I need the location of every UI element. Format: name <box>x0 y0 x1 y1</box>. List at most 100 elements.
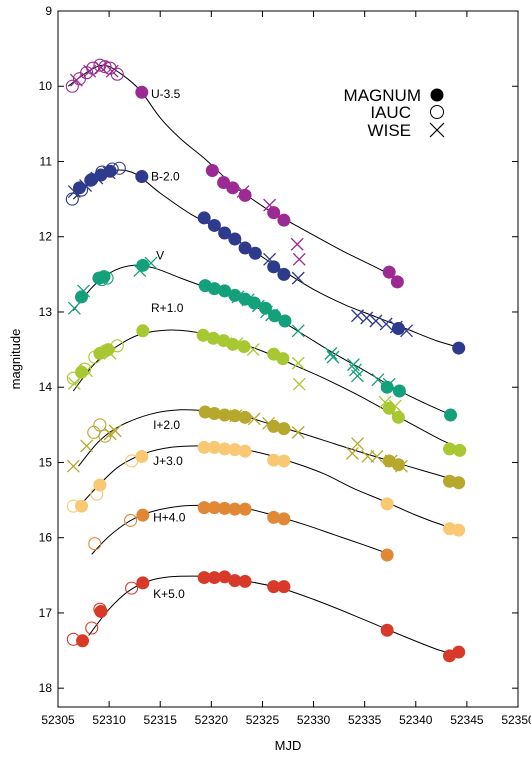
magnum-point <box>277 422 291 436</box>
magnum-point <box>277 267 291 281</box>
magnum-point <box>453 443 467 457</box>
magnum-point <box>136 324 150 338</box>
wise-point <box>292 252 306 266</box>
magnum-point <box>443 442 457 456</box>
magnum-point <box>452 523 466 537</box>
iauc-point <box>110 67 124 81</box>
wise-point <box>351 369 364 383</box>
magnum-point <box>205 164 219 178</box>
magnum-point <box>135 85 149 99</box>
iauc-point <box>85 621 99 635</box>
y-tick-label: 9 <box>45 4 52 18</box>
magnum-point <box>135 449 149 463</box>
y-tick-label: 14 <box>39 380 53 394</box>
magnum-point <box>238 444 252 458</box>
y-tick-label: 15 <box>39 455 53 469</box>
magnum-point <box>84 173 98 187</box>
magnum-point <box>103 164 117 178</box>
y-tick-label: 17 <box>39 606 53 620</box>
y-tick-label: 10 <box>39 79 53 93</box>
magnum-point <box>276 352 290 366</box>
wise-point-stroke <box>378 395 392 409</box>
magnum-point <box>259 301 273 315</box>
magnum-point <box>75 290 89 304</box>
magnum-point <box>277 512 291 526</box>
band-labels: U-3.5 B-2.0 V R+1.0 I+2.0 J+3.0 H+4.0 K+5.0 <box>151 87 186 601</box>
wise-point-stroke <box>69 73 83 87</box>
magnum-point <box>226 181 240 195</box>
wise-point-stroke <box>360 311 374 325</box>
magnum-point <box>391 410 405 424</box>
magnum-point <box>228 443 242 457</box>
wise-point-stroke <box>291 271 305 285</box>
magnum-point <box>228 288 242 302</box>
wise-point <box>360 311 374 325</box>
magnum-point <box>267 206 281 220</box>
wise-point <box>351 309 364 323</box>
magnum-point <box>238 502 252 516</box>
legend-label-magnum: MAGNUM <box>344 86 421 105</box>
plot-frame <box>57 10 519 708</box>
magnum-point <box>452 341 466 355</box>
wise-point <box>291 324 305 338</box>
x-tick-label: 52345 <box>450 713 484 727</box>
magnum-point <box>97 270 111 284</box>
wise-point <box>66 459 80 473</box>
iauc-point <box>65 79 79 93</box>
magnum-point <box>226 337 240 351</box>
wise-point-stroke <box>346 358 360 372</box>
wise-point <box>379 317 393 331</box>
magnum-point <box>391 322 405 336</box>
magnum-point <box>218 284 232 298</box>
magnum-point <box>380 623 394 637</box>
iauc-point <box>93 418 107 432</box>
band-label: B-2.0 <box>151 170 180 184</box>
legend-marker-wise <box>429 122 445 138</box>
y-tick-label: 13 <box>39 305 53 319</box>
wise-point-stroke <box>291 425 305 439</box>
curve-B-2.0 <box>72 169 462 349</box>
data-points <box>65 58 467 663</box>
iauc-point <box>88 537 102 551</box>
wise-point-stroke <box>351 369 364 383</box>
x-tick-label: 52340 <box>399 713 433 727</box>
magnum-point <box>238 410 252 424</box>
magnum-point <box>207 440 221 454</box>
magnum-point <box>218 226 232 240</box>
legend: MAGNUM IAUC WISE <box>344 86 445 140</box>
iauc-point <box>65 192 79 206</box>
iauc-point <box>98 60 112 74</box>
wise-point-stroke <box>349 363 362 377</box>
wise-point <box>291 425 305 439</box>
magnum-point <box>197 440 211 454</box>
wise-point-stroke <box>67 301 81 315</box>
magnum-point <box>218 501 232 515</box>
magnum-point <box>207 282 221 296</box>
magnum-point <box>136 258 150 272</box>
magnum-point <box>277 454 291 468</box>
wise-point <box>67 376 81 390</box>
magnum-point <box>207 407 221 421</box>
iauc-point <box>93 58 107 72</box>
magnum-point <box>277 213 291 227</box>
wise-point <box>351 437 364 451</box>
curve-K+5.0 <box>88 575 462 658</box>
magnum-point <box>380 380 394 394</box>
wise-point <box>67 301 81 315</box>
wise-point-stroke <box>361 449 375 463</box>
iauc-point <box>124 513 138 527</box>
band-label: V <box>156 249 164 263</box>
magnum-point <box>101 343 115 357</box>
wise-point <box>326 350 340 364</box>
iauc-point <box>87 425 101 439</box>
y-tick-label: 11 <box>40 154 53 168</box>
band-label: J+3.0 <box>153 454 183 468</box>
magnum-point <box>267 580 281 594</box>
magnum-point <box>278 314 292 328</box>
wise-point <box>291 271 305 285</box>
magnum-point <box>382 265 396 279</box>
band-label: H+4.0 <box>153 510 186 524</box>
magnum-point <box>267 419 281 433</box>
curve-J+3.0 <box>81 445 462 531</box>
magnum-point <box>207 501 221 515</box>
